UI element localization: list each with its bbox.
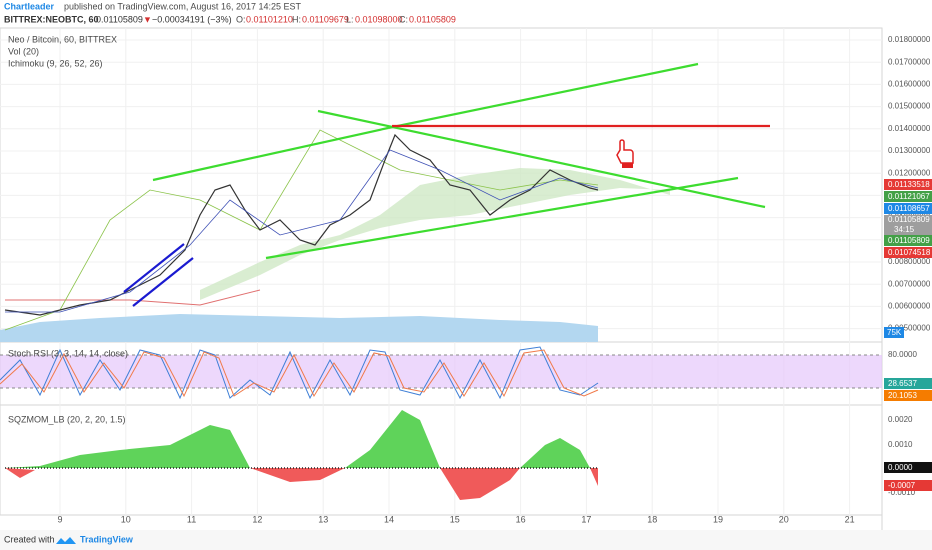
badge: 0.01105809 (888, 236, 930, 245)
created-with: Created with (4, 534, 55, 544)
sqzmom-title: SQZMOM_LB (20, 2, 20, 1.5) (8, 414, 126, 424)
badge: 75K (887, 328, 902, 337)
author[interactable]: Chartleader (4, 1, 55, 11)
last: 0.01105809 (96, 14, 143, 24)
time-label: 20 (779, 514, 789, 524)
axis-label: -0.0010 (888, 488, 916, 497)
published: published on TradingView.com, August 16,… (64, 1, 301, 11)
stoch-axis: 80.0000 28.6537 20.1053 (884, 350, 932, 401)
time-label: 17 (581, 514, 591, 524)
legends: Neo / Bitcoin, 60, BITTREX Vol (20) Ichi… (8, 34, 117, 68)
price-label: 0.01400000 (888, 124, 931, 133)
time-label: 18 (647, 514, 657, 524)
momentum-down (5, 468, 598, 500)
momentum-up (520, 438, 590, 468)
price-label: 0.01600000 (888, 80, 931, 89)
legend: Vol (20) (8, 46, 39, 56)
logo (56, 537, 76, 544)
price-label: 0.01200000 (888, 168, 931, 177)
symbol: BITTREX:NEOBTC, 60 (4, 14, 99, 24)
price-label: 0.00800000 (888, 257, 931, 266)
time-label: 19 (713, 514, 723, 524)
axis-label: 0.0010 (888, 440, 913, 449)
o-label: O: (236, 14, 246, 24)
change: −0.00034191 (−3%) (152, 14, 232, 24)
price-label: 0.01500000 (888, 102, 931, 111)
conversion-line (5, 149, 599, 313)
badge: 0.01105809 (888, 215, 930, 224)
arrow: ▼ (143, 14, 152, 24)
price-label: 0.00500000 (888, 324, 931, 333)
price-badges: 0.01133518 0.01121067 0.01108657 0.01105… (884, 179, 932, 338)
close: 0.01105809 (409, 14, 456, 24)
time-label: 13 (318, 514, 328, 524)
time-label: 21 (845, 514, 855, 524)
sqzmom-axis: 0.0020 0.0010 -0.0010 0.0000 -0.0007 (884, 415, 932, 497)
lagging-span (4, 129, 599, 331)
time-axis: 9 10 11 12 13 14 15 16 17 18 19 20 21 (57, 514, 854, 524)
badge: 0.01074518 (888, 248, 931, 257)
high: 0.01109679 (302, 14, 349, 24)
volume-area (0, 314, 598, 342)
legend: Neo / Bitcoin, 60, BITTREX (8, 34, 117, 44)
badge: 0.0000 (888, 463, 913, 472)
axis-label: 80.0000 (888, 350, 917, 359)
price-label: 0.01300000 (888, 146, 931, 155)
cloud (200, 168, 670, 300)
open: 0.01101210 (246, 14, 293, 24)
badge: -0.0007 (888, 481, 916, 490)
badge: 0.01108657 (888, 204, 930, 213)
h-label: H: (292, 14, 301, 24)
badge: 0.01133518 (888, 180, 930, 189)
time-label: 11 (187, 514, 196, 524)
price (4, 133, 599, 316)
time-label: 12 (252, 514, 262, 524)
axis-label: 0.0020 (888, 415, 913, 424)
stoch-d (0, 349, 599, 398)
time-label: 9 (57, 514, 62, 524)
badge: 20.1053 (888, 391, 917, 400)
time-label: 15 (450, 514, 460, 524)
countdown: 34:15 (894, 225, 915, 234)
stoch-band (0, 355, 882, 388)
price-label: 0.00700000 (888, 279, 931, 288)
time-label: 16 (516, 514, 526, 524)
legend: Ichimoku (9, 26, 52, 26) (8, 58, 103, 68)
momentum-up (345, 410, 440, 468)
symbol-line: BITTREX:NEOBTC, 60 0.01105809 ▼ −0.00034… (4, 14, 456, 24)
price-label: 0.00600000 (888, 302, 931, 311)
stoch-title: Stoch RSI (3, 3, 14, 14, close) (8, 348, 128, 358)
l-label: L: (346, 14, 354, 24)
time-label: 10 (121, 514, 131, 524)
price-label: 0.01800000 (888, 35, 931, 44)
drawings (123, 62, 770, 307)
price-label: 0.01700000 (888, 57, 931, 66)
badge: 28.6537 (888, 379, 917, 388)
ichimoku-line (5, 289, 261, 306)
c-label: C: (399, 14, 408, 24)
brand[interactable]: TradingView (80, 534, 134, 544)
badge: 0.01121067 (888, 192, 930, 201)
footer (0, 530, 932, 550)
time-label: 14 (384, 514, 394, 524)
momentum-up (5, 425, 250, 468)
stoch-k (0, 346, 599, 400)
low: 0.01098000 (355, 14, 403, 24)
